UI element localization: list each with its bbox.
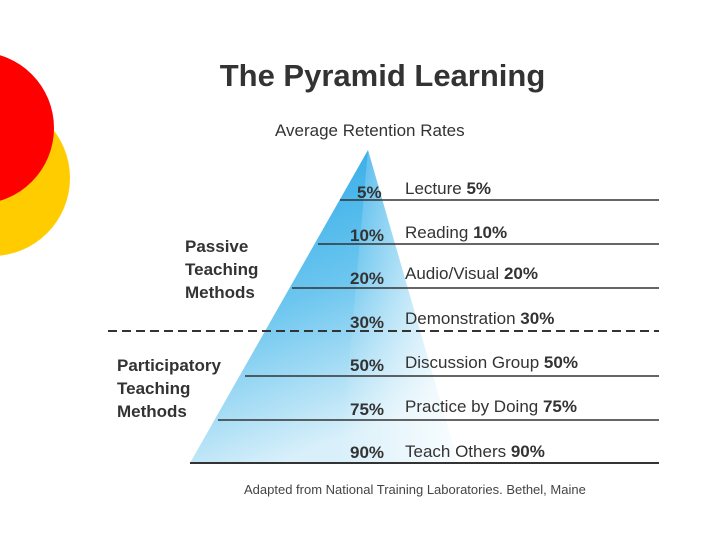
row-pct: 75% (350, 400, 385, 419)
row-label-demonstration: Demonstration 30% (405, 309, 554, 329)
row-value: 75% (542, 397, 577, 416)
page-title: The Pyramid Learning (219, 58, 546, 93)
source-caption: Adapted from National Training Laborator… (244, 482, 586, 497)
row-method: Audio/Visual (405, 264, 500, 283)
row-pct: 5% (357, 183, 382, 202)
row-label-lecture: Lecture 5% (405, 179, 491, 199)
row-value: 90% (510, 442, 545, 461)
row-method: Reading (405, 223, 469, 242)
row-label-teach-others: Teach Others 90% (405, 442, 545, 462)
group-label-participatory: Participatory Teaching Methods (117, 354, 221, 423)
pyramid-fade (340, 150, 458, 463)
row-label-audio-visual: Audio/Visual 20% (405, 264, 538, 284)
group-line: Teaching (185, 260, 259, 279)
group-line: Methods (117, 402, 187, 421)
row-label-practice-by-doing: Practice by Doing 75% (405, 397, 577, 417)
group-line: Methods (185, 283, 255, 302)
row-label-discussion-group: Discussion Group 50% (405, 353, 578, 373)
row-method: Practice by Doing (405, 397, 539, 416)
group-line: Passive (185, 237, 249, 256)
row-method: Teach Others (405, 442, 507, 461)
row-pct: 20% (350, 269, 385, 288)
decorative-circles (0, 55, 70, 256)
red-circle (0, 55, 54, 201)
row-value: 5% (466, 179, 492, 198)
row-value: 30% (520, 309, 555, 328)
row-pct: 10% (350, 226, 385, 245)
row-value: 10% (473, 223, 508, 242)
group-line: Participatory (117, 356, 221, 375)
row-label-reading: Reading 10% (405, 223, 507, 243)
row-pct: 30% (350, 313, 385, 332)
row-value: 50% (543, 353, 578, 372)
row-method: Demonstration (405, 309, 516, 328)
row-method: Lecture (405, 179, 462, 198)
pyramid-subtitle: Average Retention Rates (275, 121, 465, 140)
row-method: Discussion Group (405, 353, 540, 372)
group-label-passive: Passive Teaching Methods (185, 235, 258, 304)
row-pct: 90% (350, 443, 385, 462)
group-line: Teaching (117, 379, 191, 398)
row-value: 20% (503, 264, 538, 283)
row-pct: 50% (350, 356, 385, 375)
